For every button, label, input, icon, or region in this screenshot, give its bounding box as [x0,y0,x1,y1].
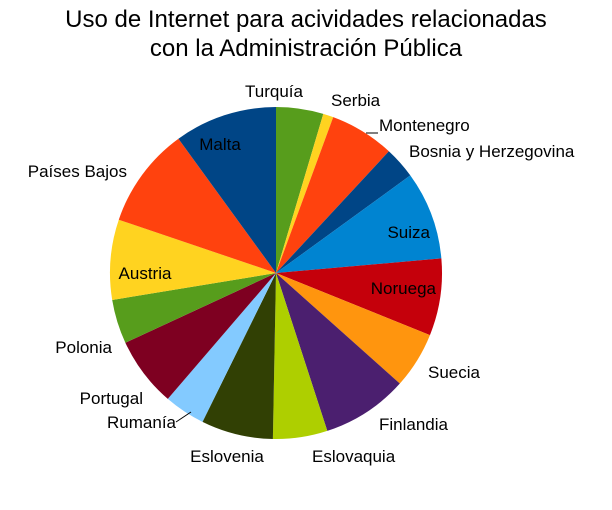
slice-label: Suiza [387,223,430,242]
slice-label: Países Bajos [28,162,127,181]
chart-title-line-2: con la Administración Pública [150,35,463,62]
slice-label: Rumanía [107,413,177,432]
pie-slice-serbia [276,113,334,273]
chart-title-line-1: Uso de Internet para acividades relacion… [65,6,547,33]
leader-line [175,411,192,423]
pie-slice-rumanía [167,273,276,422]
pie-slice-eslovenia [202,273,276,439]
pie-slice-montenegro [276,117,389,273]
pie-slice-malta [178,107,276,273]
pie-slices [109,107,443,439]
slice-label: Turquía [245,82,304,101]
pie-slice-suecia [276,273,430,384]
pie-slice-polonia [112,273,277,343]
slice-label: Eslovenia [190,447,264,466]
pie-slice-portugal [125,273,276,399]
pie-slice-turquía [276,107,324,273]
slice-label: Montenegro [379,116,470,135]
slice-label: Portugal [80,389,143,408]
leader-lines [175,132,378,423]
slice-labels: Turquía Serbia Montenegro Bosnia y Herzegov… [28,82,575,466]
slice-label: Eslovaquia [312,447,396,466]
slice-label: Suecia [428,363,481,382]
pie-slice-bosnia-y-herzegovina [276,151,411,273]
slice-label: Austria [119,264,172,283]
slice-label: Polonia [55,338,112,357]
pie-slice-suiza [276,175,442,273]
slice-label: Noruega [371,279,437,298]
pie-slice-finlandia [276,273,400,431]
slice-label: Bosnia y Herzegovina [409,142,575,161]
slice-label: Serbia [331,91,381,110]
pie-slice-eslovaquia [272,273,328,439]
pie-slice-austria [109,219,276,300]
slice-label: Finlandia [379,415,449,434]
pie-slice-países-bajos [118,138,276,273]
pie-slice-noruega [276,258,443,336]
slice-label: Malta [199,135,241,154]
